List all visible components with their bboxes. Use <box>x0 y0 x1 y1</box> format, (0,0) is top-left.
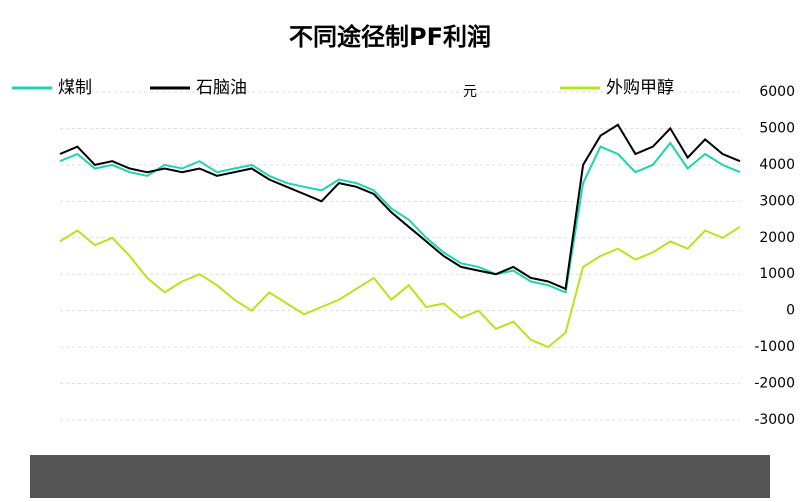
legend-label: 外购甲醇 <box>606 78 674 98</box>
y-tick-label: 1000 <box>759 266 795 282</box>
legend-label: 石脑油 <box>196 78 247 98</box>
y-tick-label: 4000 <box>759 157 795 173</box>
y-tick-label: -3000 <box>754 412 795 428</box>
series-line <box>59 141 741 294</box>
series-line <box>59 123 741 291</box>
legend-label: 煤制 <box>58 78 92 98</box>
y-tick-label: 5000 <box>759 120 795 136</box>
chart-title: 不同途径制PF利润 <box>289 23 491 51</box>
y-tick-label: 0 <box>786 303 795 319</box>
footer-band <box>30 455 770 498</box>
y-tick-label: -1000 <box>754 339 795 355</box>
series-line <box>59 225 741 349</box>
y-tick-label: 2000 <box>759 230 795 246</box>
y-tick-label: 3000 <box>759 193 795 209</box>
y-tick-label: -2000 <box>754 376 795 392</box>
y-tick-label: 6000 <box>759 84 795 100</box>
